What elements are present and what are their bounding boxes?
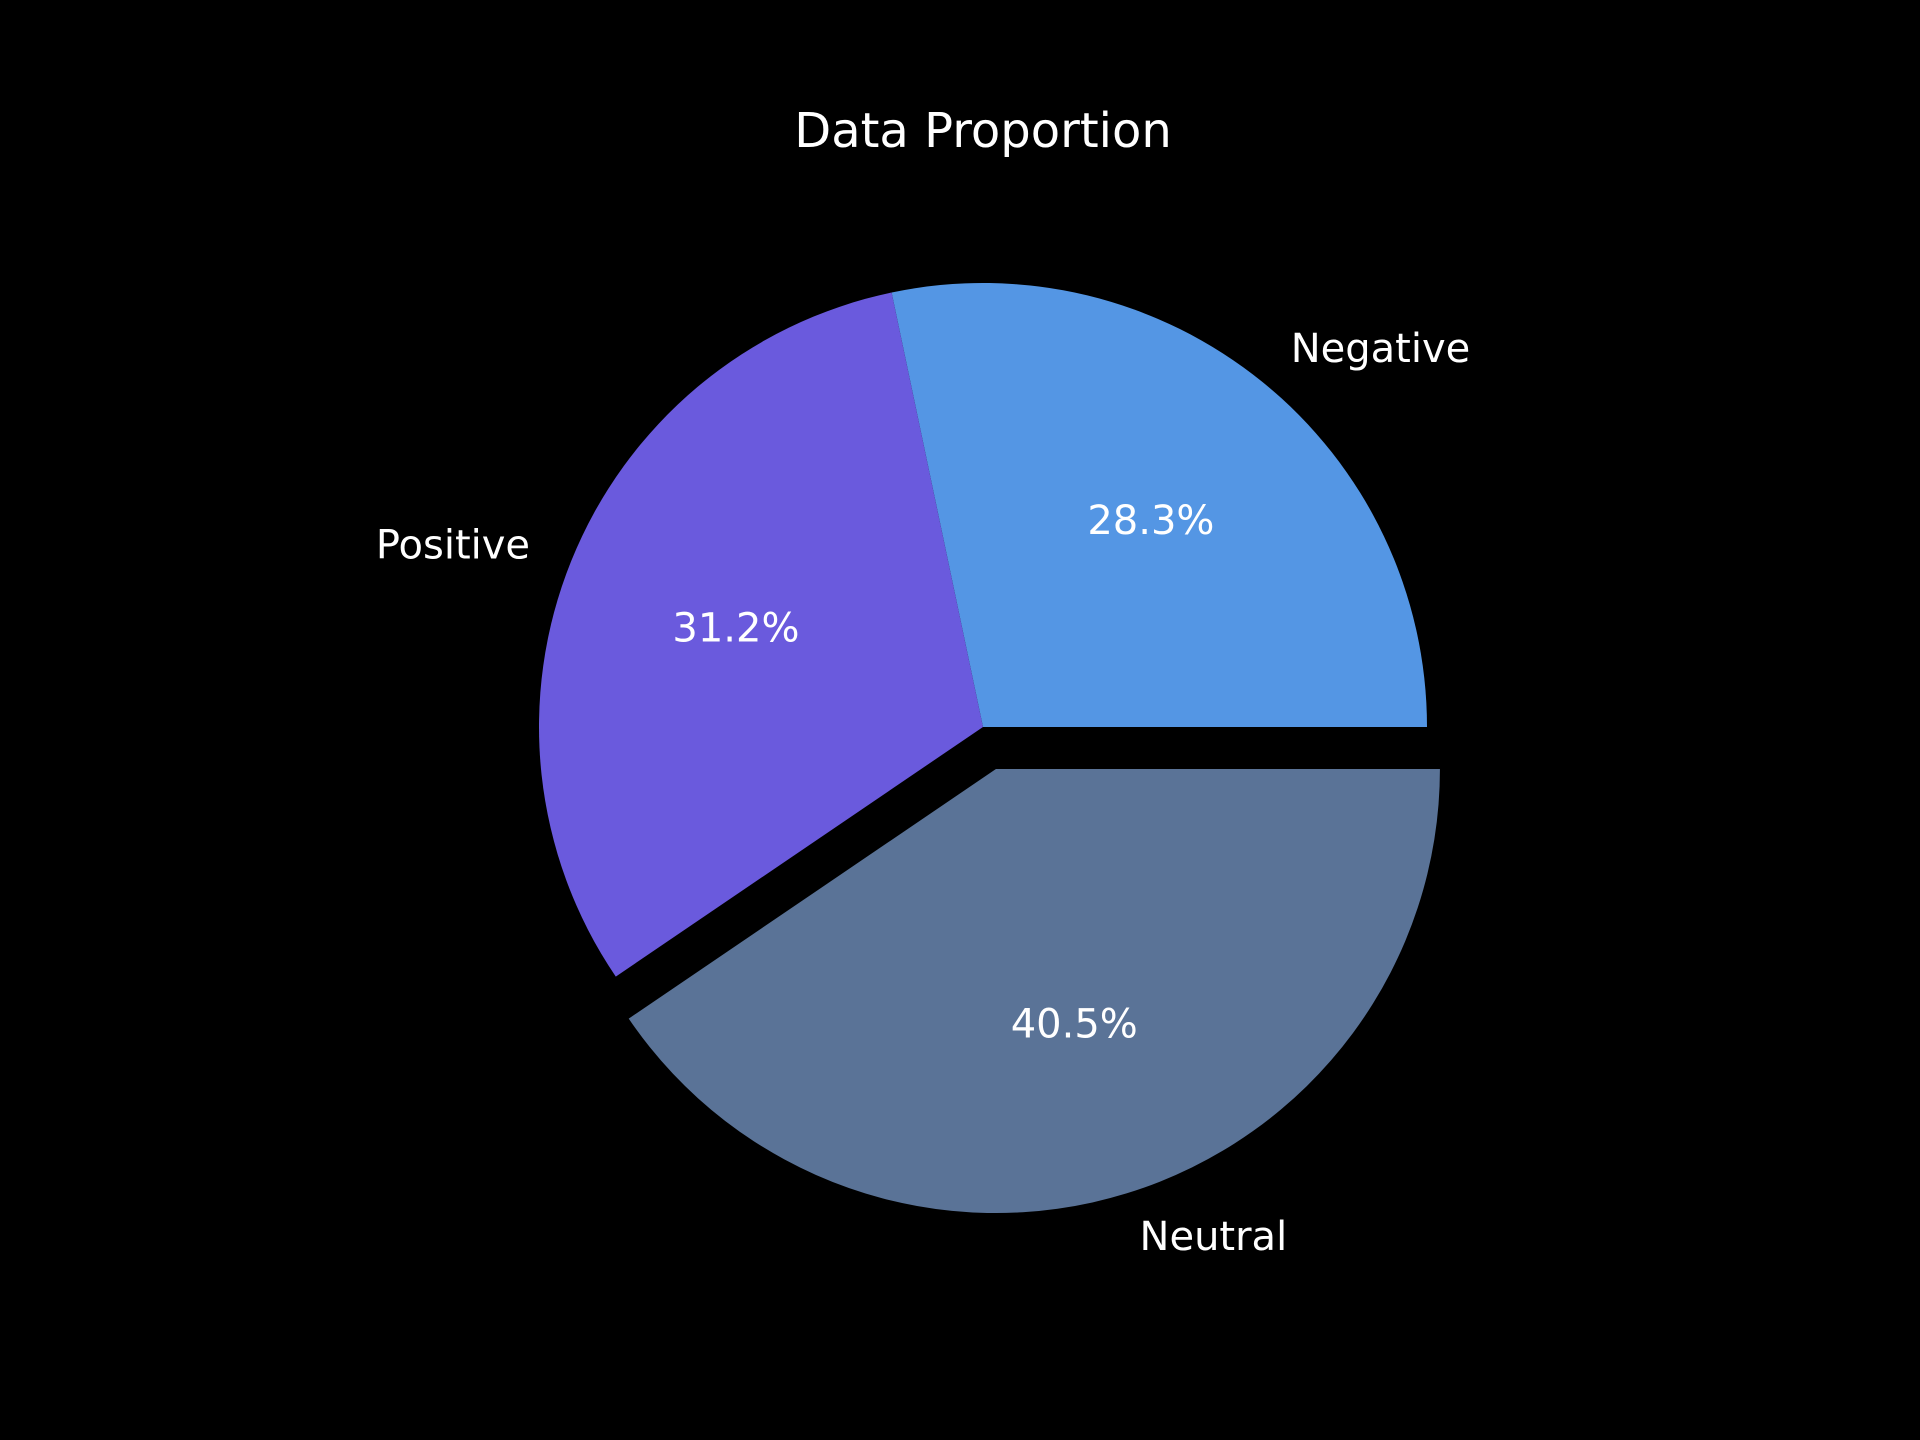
pct-label-positive: 31.2% [672,605,799,651]
pie-slice-positive [539,292,983,977]
pie-slice-neutral [628,769,1440,1214]
labels-layer: 28.3% Negative 31.2% Positive 40.5% Neutral [376,326,1470,1260]
pct-label-neutral: 40.5% [1011,1002,1138,1048]
slice-label-negative: Negative [1291,326,1471,372]
slice-label-neutral: Neutral [1140,1214,1288,1260]
pie-slice-negative [891,283,1427,727]
slice-label-positive: Positive [376,522,530,568]
slices-layer [539,283,1440,1214]
chart-title: Data Proportion [794,103,1172,159]
pct-label-negative: 28.3% [1087,498,1214,544]
